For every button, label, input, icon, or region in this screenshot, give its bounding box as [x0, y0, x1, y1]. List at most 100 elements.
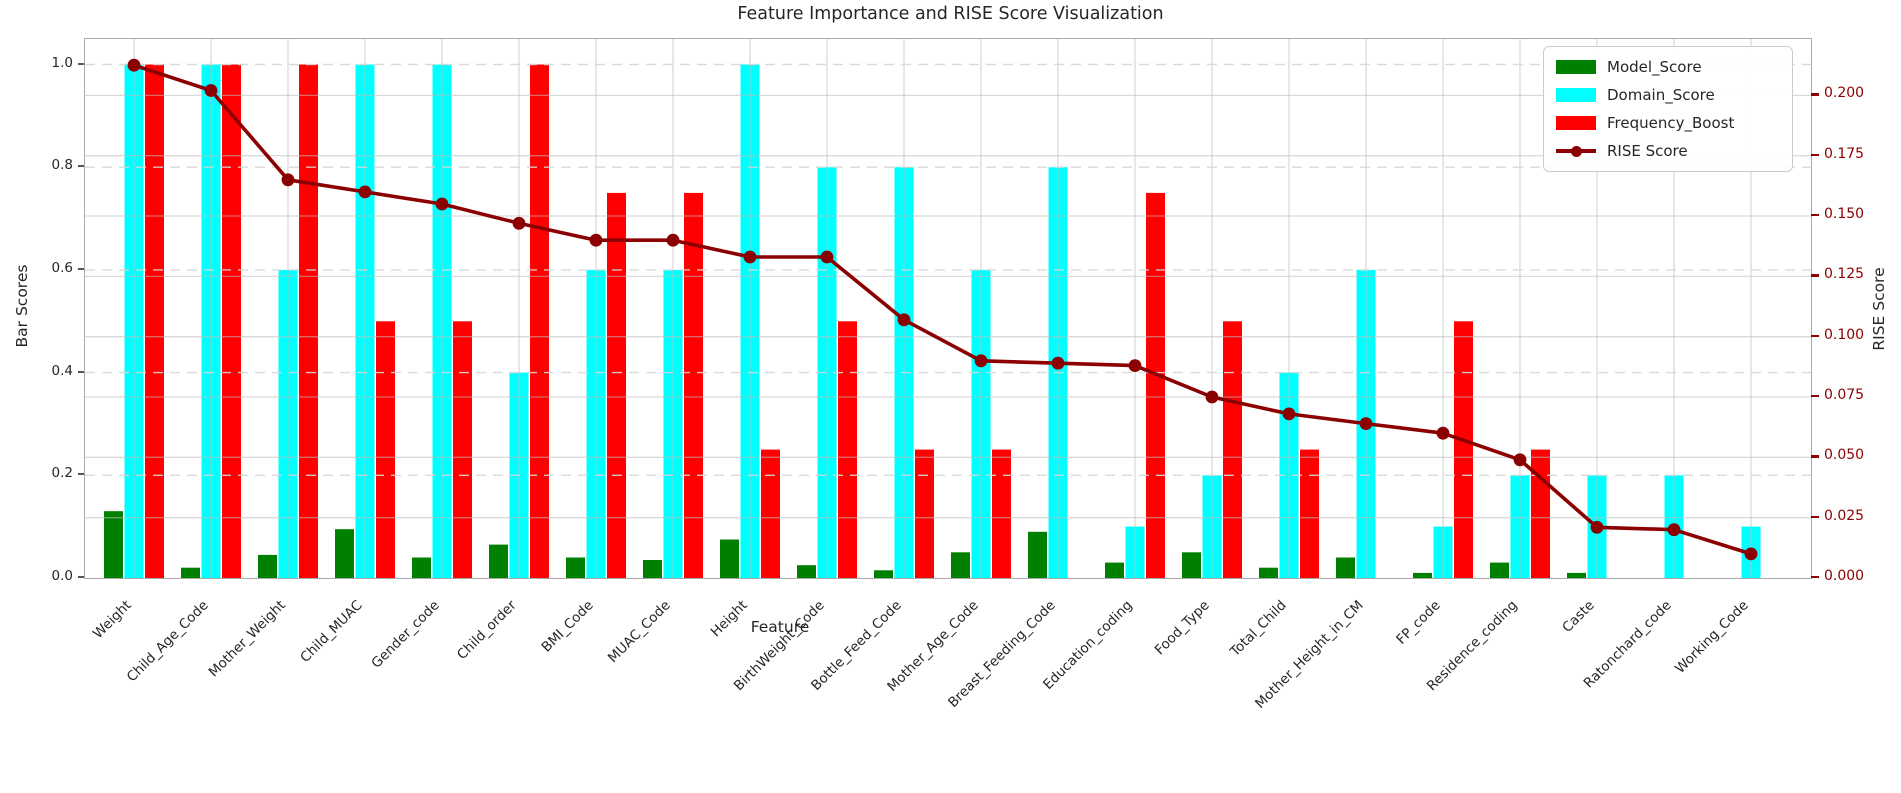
bar-model_score-education_coding	[1105, 562, 1124, 578]
legend-item-frequency-boost: Frequency_Boost	[1556, 112, 1780, 134]
bar-model_score-fp_code	[1413, 572, 1432, 578]
rise-score-marker-height	[743, 250, 757, 264]
bar-frequency_boost-total_child	[1300, 449, 1319, 578]
bar-model_score-gender_code	[412, 557, 431, 578]
plot-area	[84, 38, 1812, 579]
x-axis-label: Feature	[750, 618, 810, 636]
legend-swatch-model-score	[1556, 60, 1596, 74]
y-tick-mark-right	[1811, 576, 1819, 579]
bar-model_score-muac_code	[643, 560, 662, 578]
y-tick-label-right: 0.125	[1824, 266, 1865, 283]
y-tick-label-left: 0.0	[51, 568, 73, 584]
y-tick-label-left: 1.0	[51, 54, 73, 71]
bar-model_score-child_order	[489, 544, 508, 578]
rise-score-marker-working_code	[1744, 547, 1758, 561]
legend-swatch-frequency-boost	[1556, 116, 1596, 130]
y-tick-mark-right	[1811, 93, 1819, 96]
bar-frequency_boost-child_order	[530, 64, 549, 578]
rise-score-marker-education_coding	[1128, 359, 1142, 372]
y-tick-label-left: 0.4	[51, 362, 73, 379]
y-tick-mark-left	[78, 473, 84, 476]
y-tick-mark-right	[1811, 395, 1819, 398]
legend-item-domain-score: Domain_Score	[1556, 84, 1780, 106]
y-tick-mark-right	[1811, 334, 1819, 338]
bar-model_score-caste	[1567, 572, 1586, 578]
y-tick-label-left: 0.2	[51, 465, 73, 482]
bar-frequency_boost-mother_age_code	[992, 449, 1011, 578]
bar-frequency_boost-muac_code	[684, 192, 703, 578]
bar-model_score-child_muac	[335, 529, 354, 578]
bar-model_score-mother_weight	[258, 554, 277, 578]
rise-score-marker-gender_code	[435, 197, 449, 211]
bar-frequency_boost-weight	[145, 64, 164, 578]
y-tick-label-left: 0.6	[51, 259, 73, 276]
rise-score-marker-breast_feeding_code	[1051, 356, 1065, 370]
bar-model_score-birthweight_code	[797, 565, 816, 578]
bar-frequency_boost-height	[761, 449, 780, 578]
y-tick-label-right: 0.000	[1824, 568, 1865, 584]
legend-label: Domain_Score	[1607, 86, 1715, 104]
y-tick-label-right: 0.100	[1824, 326, 1865, 343]
bar-model_score-mother_age_code	[951, 552, 970, 578]
rise-score-marker-mother_age_code	[974, 354, 988, 368]
y-tick-label-right: 0.050	[1824, 447, 1865, 464]
bar-model_score-bmi_code	[566, 557, 585, 578]
rise-score-marker-weight	[127, 58, 141, 72]
rise-score-marker-bmi_code	[589, 233, 603, 247]
rise-score-line	[132, 63, 1753, 556]
bar-frequency_boost-gender_code	[453, 321, 472, 578]
rise-score-marker-mother_height_in_cm	[1359, 417, 1373, 430]
rise-score-marker-birthweight_code	[820, 250, 834, 264]
y-tick-mark-right	[1811, 515, 1819, 519]
bar-model_score-bottle_feed_code	[874, 570, 893, 578]
bar-frequency_boost-food_type	[1223, 321, 1242, 578]
bar-frequency_boost-child_age_code	[222, 64, 241, 578]
y-tick-mark-left	[78, 370, 84, 373]
y-tick-mark-left	[78, 62, 84, 65]
legend-item-model-score: Model_Score	[1556, 56, 1780, 78]
legend-swatch-rise-line	[1556, 144, 1596, 158]
chart-canvas	[85, 39, 1811, 578]
legend-label: Frequency_Boost	[1607, 114, 1735, 132]
bar-frequency_boost-child_muac	[376, 321, 395, 578]
bar-model_score-residence_coding	[1490, 562, 1509, 578]
rise-score-marker-child_muac	[358, 185, 372, 199]
bar-model_score-child_age_code	[181, 567, 200, 578]
bar-model_score-mother_height_in_cm	[1336, 557, 1355, 578]
bar-frequency_boost-fp_code	[1454, 321, 1473, 578]
y-tick-mark-left	[78, 165, 84, 168]
y-tick-mark-right	[1811, 214, 1819, 217]
rise-score-marker-child_order	[512, 216, 526, 230]
y-tick-mark-right	[1811, 274, 1819, 277]
bar-frequency_boost-birthweight_code	[838, 321, 857, 578]
rise-score-marker-child_age_code	[204, 84, 218, 97]
bar-frequency_boost-residence_coding	[1531, 449, 1550, 578]
legend-label: RISE Score	[1607, 142, 1688, 160]
y-tick-label-right: 0.150	[1824, 206, 1865, 223]
legend-item-rise-score: RISE Score	[1556, 140, 1780, 162]
y-axis-label-right: RISE Score	[1870, 267, 1888, 351]
rise-score-marker-ratonchard_code	[1667, 523, 1681, 537]
y-tick-mark-right	[1811, 455, 1819, 458]
bar-model_score-breast_feeding_code	[1028, 531, 1047, 578]
y-tick-label-right: 0.200	[1824, 85, 1865, 102]
y-tick-label-right: 0.175	[1824, 145, 1865, 162]
y-tick-mark-right	[1811, 153, 1819, 157]
bar-model_score-height	[720, 539, 739, 578]
y-tick-mark-left	[78, 267, 84, 270]
bar-model_score-weight	[104, 511, 123, 578]
legend: Model_Score Domain_Score Frequency_Boost…	[1543, 46, 1793, 172]
rise-score-marker-fp_code	[1436, 426, 1450, 440]
rise-score-marker-bottle_feed_code	[897, 313, 911, 327]
rise-score-marker-residence_coding	[1513, 453, 1527, 467]
rise-score-marker-caste	[1590, 520, 1604, 534]
chart-title: Feature Importance and RISE Score Visual…	[737, 4, 1164, 24]
rise-score-marker-mother_weight	[281, 173, 295, 187]
bar-model_score-total_child	[1259, 567, 1278, 578]
y-tick-label-left: 0.8	[51, 157, 73, 174]
legend-swatch-domain-score	[1556, 88, 1596, 102]
legend-marker-icon	[1570, 145, 1582, 157]
bar-frequency_boost-education_coding	[1146, 192, 1165, 578]
y-tick-label-right: 0.075	[1824, 387, 1865, 403]
